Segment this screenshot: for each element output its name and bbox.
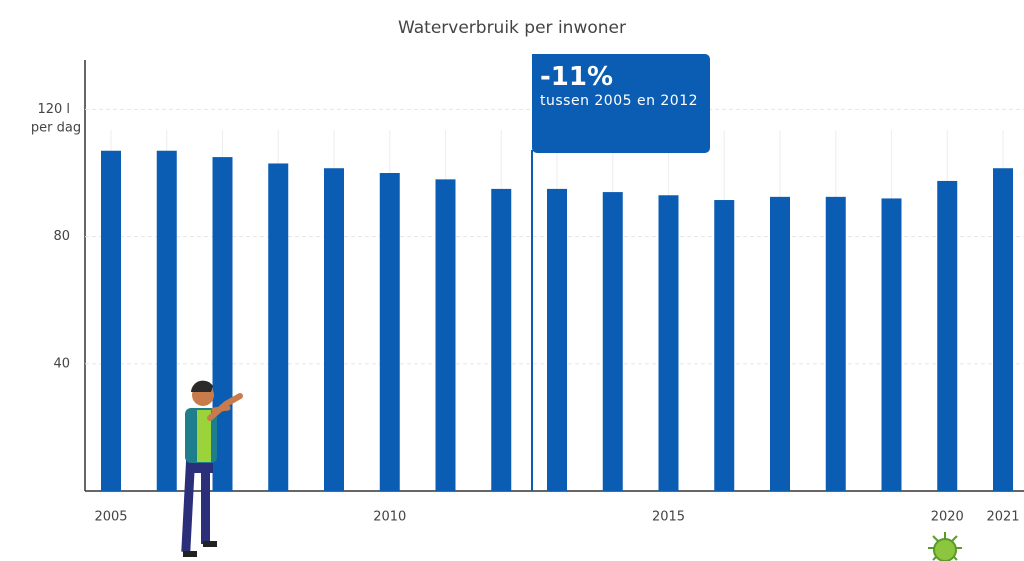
bar — [268, 163, 289, 491]
bar — [156, 150, 177, 492]
annotation-text: tussen 2005 en 2012 — [540, 93, 699, 109]
y-tick-label: 80 — [53, 229, 70, 244]
annotation-box: -11% tussen 2005 en 2012 — [532, 54, 710, 153]
bar — [435, 179, 456, 492]
x-tick-label: 2005 — [94, 510, 127, 525]
y-tick-label: 120 l — [37, 102, 70, 117]
bar — [770, 196, 790, 491]
bar — [658, 195, 679, 491]
person-illustration — [181, 380, 243, 557]
bar — [993, 168, 1013, 492]
virus-icon — [928, 532, 962, 561]
x-tick-label: 2015 — [652, 510, 685, 525]
y-tick-label: 40 — [53, 356, 70, 371]
chart-title: Waterverbruik per inwoner — [398, 18, 626, 38]
bar — [602, 192, 623, 491]
bar — [714, 200, 735, 491]
y-unit: per dag — [31, 121, 81, 136]
bar — [825, 196, 846, 491]
x-tick-label: 2021 — [986, 510, 1019, 525]
bar — [491, 188, 512, 491]
bar — [324, 168, 344, 492]
bar — [379, 173, 400, 491]
bar — [101, 150, 121, 492]
x-tick-label: 2010 — [373, 510, 406, 525]
x-tick-label: 2020 — [931, 510, 964, 525]
bar — [937, 180, 958, 491]
bar — [881, 198, 902, 491]
bar — [547, 188, 567, 491]
annotation-value: -11% — [540, 62, 614, 92]
